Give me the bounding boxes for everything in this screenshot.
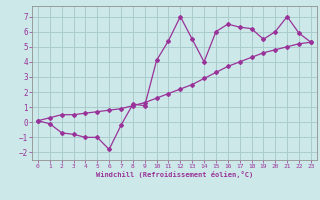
X-axis label: Windchill (Refroidissement éolien,°C): Windchill (Refroidissement éolien,°C) (96, 171, 253, 178)
